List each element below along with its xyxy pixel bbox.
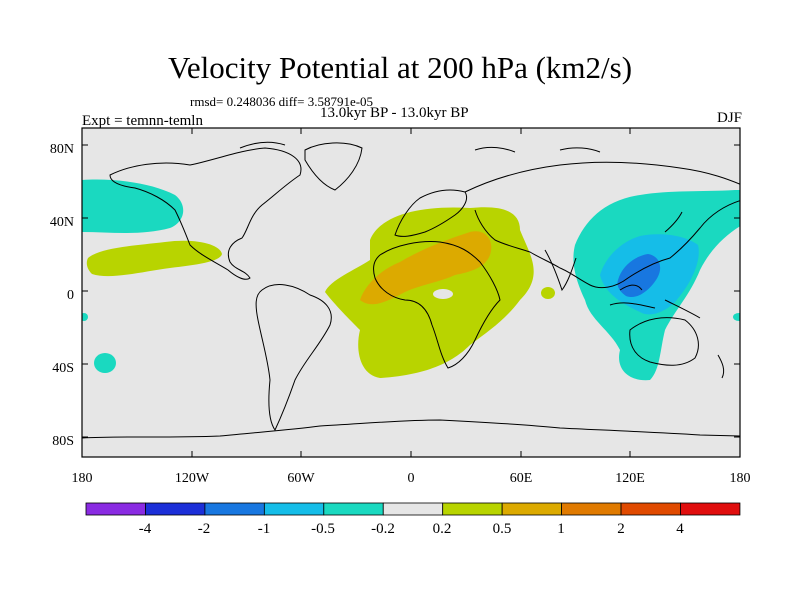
colorbar-label: -0.5 [311,521,335,537]
x-tick-label: 120W [175,471,210,486]
colorbar-swatch [204,502,265,516]
colorbar-label: -0.2 [371,521,395,537]
coast-indonesia [609,284,701,319]
colorbar-label: 1 [557,521,565,537]
colorbar-swatch [323,502,384,516]
x-tick-label: 180 [72,471,93,486]
colorbar-label: 2 [617,521,625,537]
colorbar-swatch [620,502,681,516]
positive-spot-india [541,287,555,299]
coast-greenland [304,142,363,191]
colorbar-swatch [680,502,741,516]
x-tick-label: 60W [287,471,315,486]
negative-spot-spacific [94,353,116,373]
x-tick-label: 180 [730,471,751,486]
coast-north-america [109,147,302,280]
y-tick-label: 0 [67,288,74,303]
experiment-label: Expt = temnn-temln [82,113,203,129]
period-text: 13.0kyr BP - 13.0kyr BP [320,105,469,121]
colorbar-label: 0.5 [493,521,512,537]
colorbar-swatch [442,502,503,516]
stats-text: rmsd= 0.248036 diff= 3.58791e-05 [190,94,374,109]
coast-arctic-islands [239,141,601,153]
coastlines [82,141,740,439]
colorbar-swatch [501,502,562,516]
negative-spot-east-edge [733,313,740,321]
coast-new-zealand [717,354,725,379]
colorbar-label: -2 [198,521,211,537]
positive-core-africa [360,231,492,305]
colorbar-label: -1 [258,521,271,537]
season-label: DJF [716,110,742,126]
colorbar-label: -4 [139,521,152,537]
coast-india [544,249,577,292]
colorbar-swatch [263,502,325,516]
y-tick-label: 80N [50,142,74,157]
coast-japan [664,211,683,233]
negative-anomaly-npacific [82,179,184,233]
coast-south-america [255,284,332,431]
positive-anomaly-pacific [86,240,222,277]
colorbar-swatch [85,502,146,516]
map-title: Velocity Potential at 200 hPa (km2/s) [167,50,633,85]
colorbar-label: 4 [676,521,684,537]
y-tick-label: 80S [52,434,74,449]
colorbar [85,502,741,516]
x-tick-label: 120E [615,471,645,486]
coast-europe [394,189,468,237]
coast-antarctica [82,419,740,439]
y-tick-label: 40S [52,361,74,376]
y-tick-label: 40N [50,215,74,230]
colorbar-swatch [382,502,444,516]
x-tick-label: 0 [408,471,415,486]
tick-marks [81,128,741,457]
coast-asia [464,161,740,289]
colorbar-swatch [561,502,622,516]
negative-spot-west-edge [82,313,88,321]
x-tick-label: 60E [510,471,533,486]
coast-africa [373,241,501,369]
colorbar-label: 0.2 [433,521,452,537]
coast-australia [629,317,699,366]
neutral-patch [433,289,453,299]
colorbar-swatch [145,502,206,516]
